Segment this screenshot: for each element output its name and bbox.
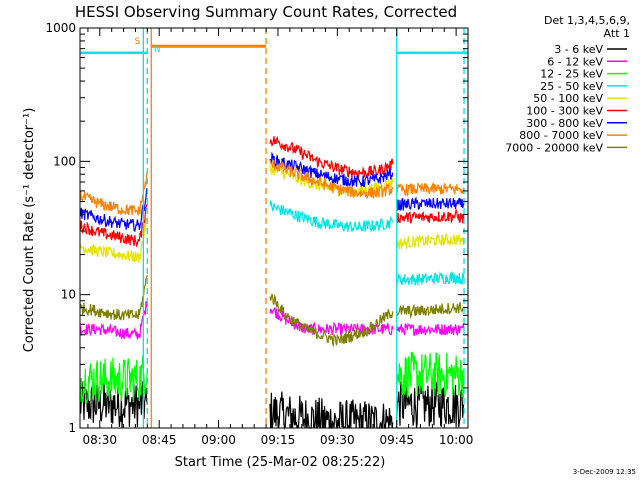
series-3-6-kev-segment-2 <box>269 391 394 430</box>
legend-label: 25 - 50 keV <box>540 80 603 93</box>
y-tick-label: 1 <box>68 421 76 435</box>
legend-label: 300 - 800 keV <box>526 117 603 130</box>
series-7000-20000-kev-segment-2 <box>269 293 394 348</box>
y-tick-label: 10 <box>61 288 76 302</box>
series-6-12-kev-segment-1 <box>79 300 148 340</box>
footer-date: 3-Dec-2009 12:35 <box>573 468 636 476</box>
x-axis-label: Start Time (25-Mar-02 08:25:22) <box>175 455 386 470</box>
x-tick-label: 09:45 <box>379 433 414 447</box>
series-6-12-kev-segment-2 <box>269 307 394 336</box>
y-tick-label: 1000 <box>45 21 76 35</box>
series-25-50-kev-segment-2 <box>269 200 394 234</box>
series-800-7000-kev-segment-3 <box>396 182 465 198</box>
series-800-7000-kev-segment-2 <box>269 159 394 199</box>
legend-label: 12 - 25 keV <box>540 68 603 81</box>
legend-label: 6 - 12 keV <box>547 55 603 68</box>
x-tick-label: 09:15 <box>261 433 296 447</box>
series-300-800-kev-segment-3 <box>396 196 465 212</box>
series-6-12-kev-segment-3 <box>396 322 465 337</box>
legend-header-line1: Det 1,3,4,5,6,9, <box>544 14 630 27</box>
legend-label: 100 - 300 keV <box>526 105 603 118</box>
legend-label: 3 - 6 keV <box>554 43 603 56</box>
flag-s: S <box>134 37 140 47</box>
series-300-800-kev-segment-1 <box>79 188 148 233</box>
x-tick-label: 10:00 <box>439 433 474 447</box>
series-3-6-kev-segment-3 <box>396 381 465 428</box>
flag-n: N <box>154 45 161 55</box>
series-3-6-kev-segment-1 <box>79 381 148 428</box>
y-axis-label: Corrected Count Rate (s⁻¹ detector⁻¹) <box>22 108 37 353</box>
plot-frame <box>79 27 469 429</box>
legend-label: 7000 - 20000 keV <box>505 141 603 154</box>
series-12-25-kev-segment-2 <box>396 351 465 398</box>
series-7000-20000-kev-segment-1 <box>79 275 148 321</box>
legend-label: 50 - 100 keV <box>533 92 603 105</box>
series-group <box>79 51 468 430</box>
x-tick-label: 08:45 <box>142 433 177 447</box>
series-25-50-kev-segment-3 <box>396 270 465 286</box>
series-7000-20000-kev-segment-3 <box>396 301 465 320</box>
series-300-800-kev-segment-2 <box>269 151 394 188</box>
x-tick-label: 09:00 <box>201 433 236 447</box>
series-800-7000-kev-segment-1 <box>79 172 148 216</box>
x-tick-label: 08:30 <box>82 433 117 447</box>
series-50-100-kev-segment-3 <box>396 232 465 250</box>
series-100-300-kev-segment-3 <box>396 207 465 224</box>
series-100-300-kev-segment-2 <box>269 135 394 179</box>
series-50-100-kev-segment-1 <box>79 217 148 264</box>
axes-group: 08:30 08:45 09:00 09:15 09:30 09:45 10:00 1 10 10… <box>45 21 473 447</box>
legend-label: 800 - 7000 keV <box>519 129 603 142</box>
legend-header-line2: Att 1 <box>604 27 630 40</box>
x-tick-label: 09:30 <box>320 433 355 447</box>
chart-title: HESSI Observing Summary Count Rates, Cor… <box>75 3 457 21</box>
y-tick-label: 100 <box>53 154 76 168</box>
series-12-25-kev-segment-1 <box>79 355 148 405</box>
annotations-group: SN <box>134 28 465 428</box>
series-100-300-kev-segment-1 <box>79 203 148 248</box>
